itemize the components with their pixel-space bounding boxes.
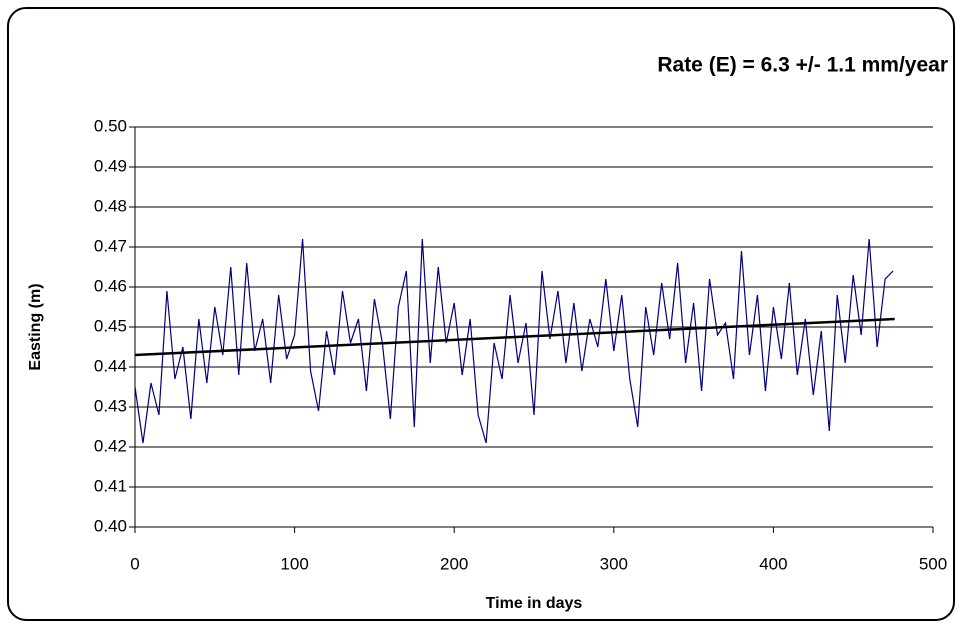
y-tick-label: 0.45: [94, 316, 127, 335]
y-tick-label: 0.50: [94, 116, 127, 135]
y-tick-label: 0.49: [94, 156, 127, 175]
y-tick-label: 0.46: [94, 276, 127, 295]
x-tick-label: 500: [919, 554, 947, 573]
x-tick-label: 0: [130, 554, 139, 573]
x-tick-label: 300: [600, 554, 628, 573]
chart-title: Rate (E) = 6.3 +/- 1.1 mm/year: [657, 54, 948, 77]
x-tick-label: 100: [280, 554, 308, 573]
y-tick-label: 0.47: [94, 236, 127, 255]
y-tick-label: 0.43: [94, 396, 127, 415]
y-tick-label: 0.42: [94, 436, 127, 455]
y-tick-label: 0.48: [94, 196, 127, 215]
data-line: [134, 238, 894, 444]
x-tick-label: 200: [440, 554, 468, 573]
y-tick-label: 0.41: [94, 476, 127, 495]
y-axis-label: Easting (m): [27, 283, 44, 370]
x-axis-label: Time in days: [486, 595, 583, 612]
trend-line: [134, 317, 895, 357]
x-tick-label: 400: [759, 554, 787, 573]
y-tick-label: 0.44: [94, 356, 127, 375]
y-tick-label: 0.40: [94, 516, 127, 535]
chart-frame: [7, 7, 955, 621]
